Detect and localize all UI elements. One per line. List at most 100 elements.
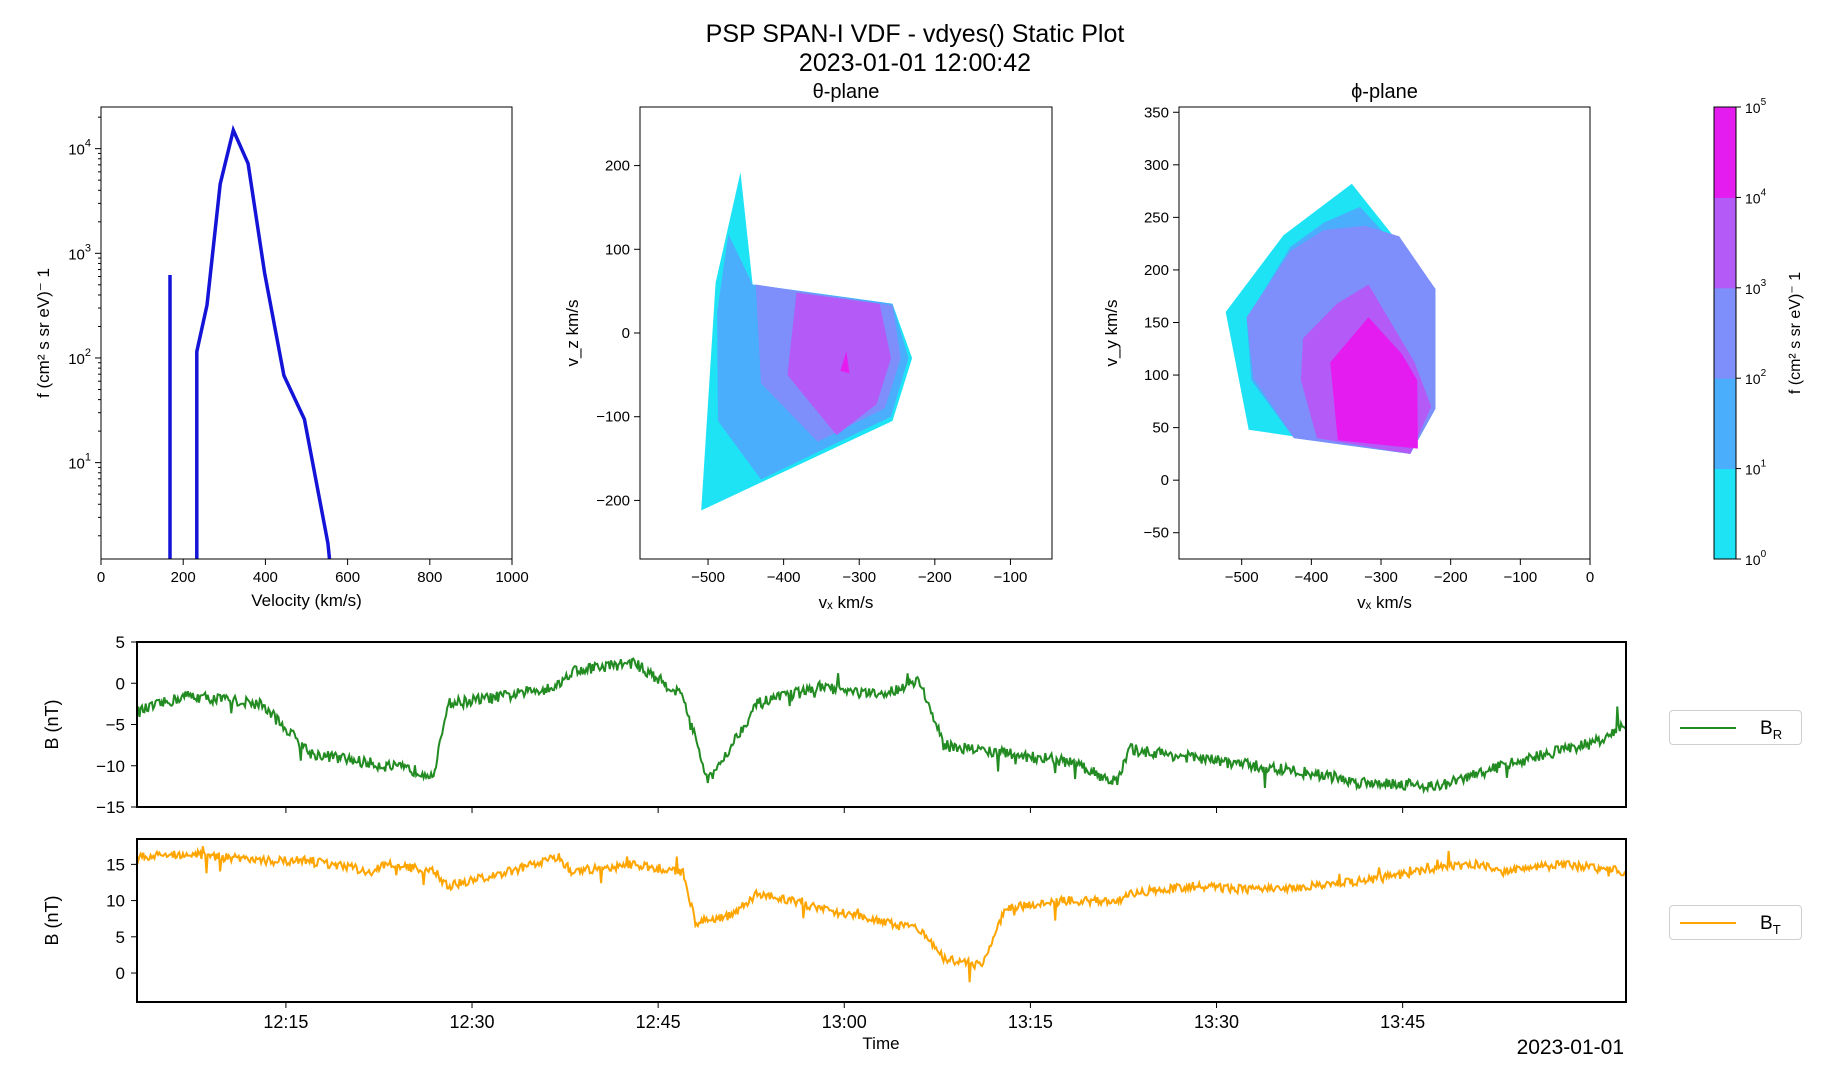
phi-xtick-label: −500	[1225, 569, 1259, 586]
spectrum-xlabel: Velocity (km/s)	[251, 591, 362, 610]
bt-ytick-label: 15	[106, 855, 125, 874]
colorbar-frame	[1713, 106, 1737, 560]
spectrum-ytick-label: 102	[68, 347, 91, 368]
legend-br: BR	[1669, 710, 1802, 745]
theta-ytick-label: 0	[622, 325, 630, 342]
spectrum-xtick-label: 0	[97, 569, 105, 586]
bt-ytick-label: 5	[116, 928, 125, 947]
phi-xtick-label: −100	[1503, 569, 1537, 586]
theta-xtick-label: −200	[918, 569, 952, 586]
br-ylabel: B (nT)	[42, 699, 62, 749]
spectrum-ytick-label: 104	[68, 138, 91, 159]
phi-title: ϕ-plane	[1351, 81, 1418, 103]
colorbar-segment-3	[1714, 197, 1736, 289]
legend-bt: BT	[1669, 905, 1802, 940]
theta-title: θ-plane	[813, 81, 880, 103]
bt-frame	[136, 838, 1627, 1003]
colorbar-tick-label: 105	[1745, 97, 1767, 116]
legend-br-label: BR	[1760, 718, 1783, 742]
figure-subtitle: 2023-01-01 12:00:42	[798, 49, 1032, 77]
theta-xtick-label: −300	[842, 569, 876, 586]
phi-ytick-label: 350	[1144, 104, 1169, 121]
theta-xtick-label: −100	[994, 569, 1028, 586]
bt-xtick-label: 13:30	[1194, 1012, 1239, 1032]
spectrum-ytick-label: 101	[68, 452, 91, 473]
theta-ytick-label: −100	[596, 409, 630, 426]
spectrum-xtick-label: 800	[417, 569, 442, 586]
phi-xtick-label: 0	[1586, 569, 1594, 586]
bt-xtick-label: 12:30	[450, 1012, 495, 1032]
theta-ytick-label: 100	[605, 241, 630, 258]
theta-ylabel: v_z km/s	[563, 299, 582, 366]
phi-ytick-label: 0	[1161, 472, 1169, 489]
colorbar-segment-0	[1714, 468, 1736, 560]
br-ytick-label: −15	[96, 798, 125, 817]
date-label: 2023-01-01	[1517, 1036, 1624, 1059]
spectrum-frame	[100, 106, 513, 560]
colorbar-segment-4	[1714, 107, 1736, 198]
br-timeseries-plot: −15 −10 −5 0 5 B (nT)	[42, 633, 1627, 817]
spectrum-line-1	[195, 124, 332, 560]
spectrum-ylabel: f (cm² s sr eV)⁻ 1	[34, 268, 53, 398]
colorbar-label: f (cm² s sr eV)⁻ 1	[1787, 272, 1804, 394]
phi-xlabel: vₓ km/s	[1357, 593, 1412, 612]
theta-xtick-label: −400	[767, 569, 801, 586]
bt-xtick-label: 13:15	[1008, 1012, 1053, 1032]
legend-bt-swatch	[1680, 922, 1736, 924]
br-trace	[136, 657, 1627, 795]
bt-ylabel: B (nT)	[42, 895, 62, 945]
figure-title: PSP SPAN-I VDF - vdyes() Static Plot	[705, 20, 1125, 48]
spectrum-xtick-label: 400	[253, 569, 278, 586]
theta-plane-plot: −500 −400 −300 −200 −100 −200 −100 0 100 200 θ-pla…	[563, 81, 1053, 612]
theta-contour-level-3	[787, 292, 891, 436]
phi-xtick-label: −300	[1364, 569, 1398, 586]
spectrum-xtick-label: 600	[335, 569, 360, 586]
time-xlabel: Time	[862, 1034, 899, 1053]
br-ytick-label: −5	[106, 716, 125, 735]
phi-xtick-label: −200	[1434, 569, 1468, 586]
phi-ytick-label: −50	[1144, 525, 1169, 542]
legend-br-swatch	[1680, 727, 1736, 729]
colorbar: 100 101 102 103 104 105 f (cm² s sr eV)⁻ 1	[1713, 97, 1804, 568]
colorbar-tick-label: 104	[1745, 187, 1767, 206]
colorbar-tick-label: 103	[1745, 278, 1767, 297]
theta-ytick-label: −200	[596, 492, 630, 509]
energy-spectrum-plot: 0 200 400 600 800 1000 101 102 103 104 Velocity (k…	[34, 106, 529, 610]
br-ytick-label: 0	[116, 674, 125, 693]
bt-trace	[136, 846, 1627, 983]
phi-ytick-label: 150	[1144, 314, 1169, 331]
phi-frame	[1178, 106, 1591, 560]
phi-ytick-label: 300	[1144, 157, 1169, 174]
phi-plane-plot: −500 −400 −300 −200 −100 0−500501001502002503…	[1102, 81, 1594, 612]
colorbar-tick-label: 102	[1745, 368, 1767, 387]
phi-ytick-label: 250	[1144, 209, 1169, 226]
phi-ytick-label: 200	[1144, 262, 1169, 279]
bt-timeseries-plot: 0 5 10 15 B (nT) 12:15 12:30 12:45 13:00 13:15 13:…	[42, 838, 1627, 1059]
br-ytick-label: 5	[116, 633, 125, 652]
bt-ytick-label: 10	[106, 892, 125, 911]
phi-ylabel: v_y km/s	[1102, 299, 1121, 366]
bt-xtick-label: 12:15	[263, 1012, 308, 1032]
theta-ytick-label: 200	[605, 158, 630, 175]
theta-contour-level-4	[840, 351, 850, 374]
colorbar-segment-1	[1714, 378, 1736, 470]
bt-xtick-label: 13:45	[1380, 1012, 1425, 1032]
bt-ytick-label: 0	[116, 964, 125, 983]
spectrum-ytick-label: 103	[68, 242, 91, 263]
spectrum-xtick-label: 200	[171, 569, 196, 586]
br-ytick-label: −10	[96, 757, 125, 776]
phi-contour-level-4	[1330, 317, 1418, 449]
phi-ytick-label: 50	[1152, 420, 1169, 437]
spectrum-xtick-label: 1000	[495, 569, 528, 586]
theta-xlabel: vₓ km/s	[819, 593, 874, 612]
colorbar-tick-label: 101	[1745, 459, 1767, 478]
colorbar-tick-label: 100	[1745, 549, 1767, 568]
bt-xtick-label: 12:45	[636, 1012, 681, 1032]
phi-ytick-label: 100	[1144, 367, 1169, 384]
legend-bt-label: BT	[1760, 913, 1781, 937]
colorbar-segment-2	[1714, 287, 1736, 379]
theta-xtick-label: −500	[691, 569, 725, 586]
bt-xtick-label: 13:00	[822, 1012, 867, 1032]
phi-xtick-label: −400	[1294, 569, 1328, 586]
